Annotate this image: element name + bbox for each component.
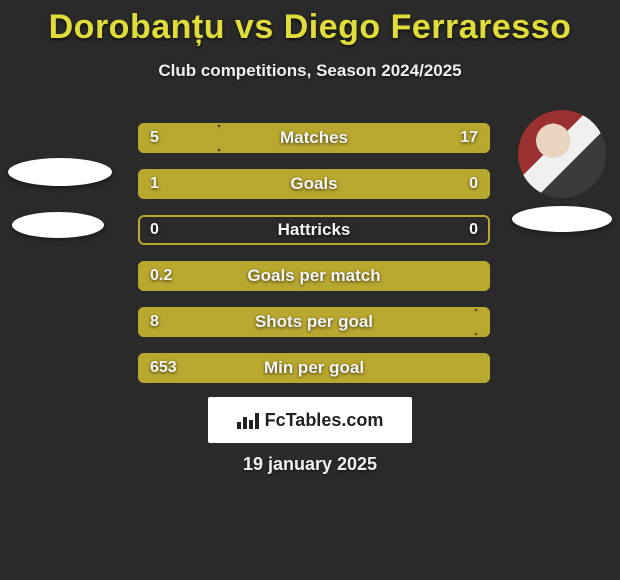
branding-badge: FcTables.com — [208, 397, 412, 443]
bar-chart-icon — [237, 411, 259, 429]
bar-row: 00Hattricks — [138, 215, 490, 245]
bar-row: 8Shots per goal — [138, 307, 490, 337]
bar-row: 10Goals — [138, 169, 490, 199]
bar-row: 653Min per goal — [138, 353, 490, 383]
player-left-ellipse-bottom — [12, 212, 104, 238]
snapshot-date: 19 january 2025 — [0, 454, 620, 475]
bar-label: Matches — [138, 123, 490, 153]
bar-label: Min per goal — [138, 353, 490, 383]
page-subtitle: Club competitions, Season 2024/2025 — [0, 61, 620, 81]
player-right-photo — [518, 110, 606, 198]
bar-label: Goals — [138, 169, 490, 199]
bar-row: 0.2Goals per match — [138, 261, 490, 291]
comparison-bars: 517Matches 10Goals 00Hattricks 0.2Goals per… — [138, 123, 490, 399]
player-left-avatar-block — [8, 110, 108, 210]
page-title: Dorobanțu vs Diego Ferraresso — [0, 0, 620, 47]
branding-text: FcTables.com — [265, 410, 384, 431]
player-right-avatar-block — [512, 110, 612, 210]
player-left-photo — [14, 110, 102, 198]
bar-label: Hattricks — [138, 215, 490, 245]
bar-row: 517Matches — [138, 123, 490, 153]
bar-label: Goals per match — [138, 261, 490, 291]
bar-label: Shots per goal — [138, 307, 490, 337]
player-right-ellipse-bottom — [512, 206, 612, 232]
